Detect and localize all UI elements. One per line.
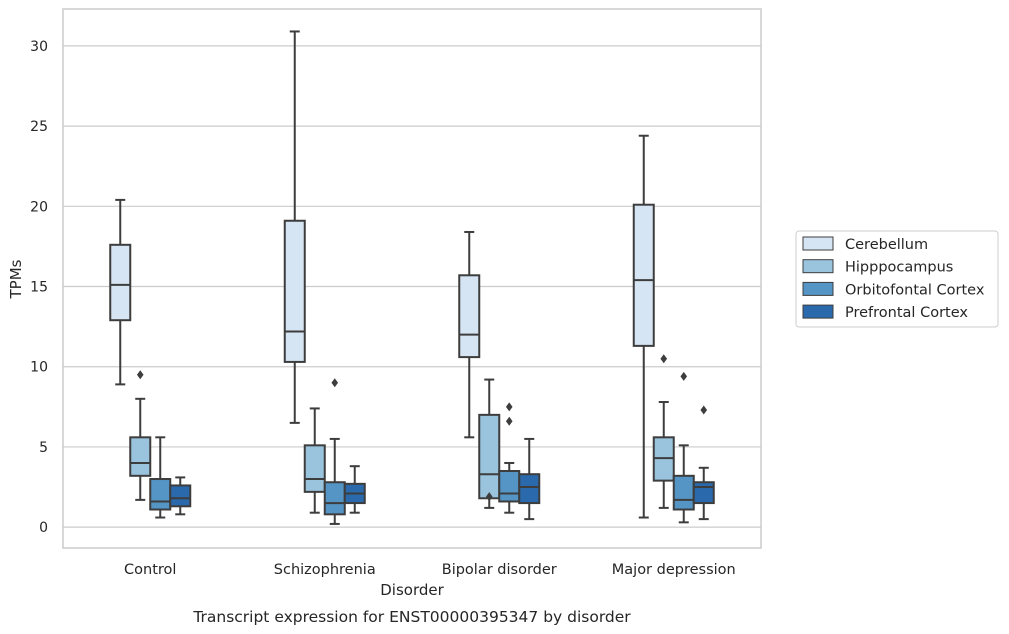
outlier-point bbox=[485, 492, 493, 502]
box-iqr bbox=[632, 203, 655, 347]
box-prefrontal-cortex bbox=[169, 476, 192, 516]
box-orbitofontal-cortex bbox=[323, 378, 346, 525]
legend-frame bbox=[795, 230, 999, 328]
outlier-point bbox=[660, 354, 668, 364]
box-iqr bbox=[498, 470, 521, 503]
x-tick-label: Major depression bbox=[612, 562, 736, 578]
x-tick-label: Schizophrenia bbox=[274, 562, 376, 578]
box-iqr bbox=[518, 473, 541, 505]
outlier-point bbox=[505, 416, 513, 426]
x-tick-label: Control bbox=[124, 562, 176, 578]
y-tick-label: 5 bbox=[39, 440, 48, 456]
box-iqr bbox=[109, 243, 132, 322]
box-iqr bbox=[149, 478, 172, 511]
box-orbitofontal-cortex bbox=[498, 402, 521, 514]
y-tick-label: 0 bbox=[39, 520, 48, 536]
box-iqr bbox=[692, 481, 715, 505]
y-tick-labels: 0 5 10 15 20 25 30 bbox=[30, 39, 48, 536]
outlier-point bbox=[331, 378, 339, 388]
box-iqr bbox=[169, 484, 192, 508]
box-hipppocampus bbox=[652, 354, 675, 509]
y-tick-label: 25 bbox=[30, 119, 48, 135]
outlier-point bbox=[680, 371, 688, 381]
x-tick-label: Bipolar disorder bbox=[442, 562, 557, 578]
legend-swatch bbox=[802, 259, 834, 274]
box-prefrontal-cortex bbox=[343, 465, 366, 514]
legend: Cerebellum Hipppocampus Orbitofontal Corte… bbox=[795, 230, 999, 328]
plot-frame bbox=[62, 8, 762, 549]
legend-label: Hipppocampus bbox=[845, 260, 953, 276]
legend-label: Cerebellum bbox=[845, 237, 928, 253]
box-hipppocampus bbox=[478, 378, 501, 509]
box-orbitofontal-cortex bbox=[149, 436, 172, 519]
legend-label: Prefrontal Cortex bbox=[845, 305, 968, 321]
y-tick-label: 20 bbox=[30, 199, 48, 215]
legend-swatch bbox=[802, 236, 834, 251]
box-hipppocampus bbox=[303, 407, 326, 514]
legend-label: Orbitofontal Cortex bbox=[845, 282, 985, 298]
legend-swatch bbox=[802, 304, 834, 319]
box-hipppocampus bbox=[129, 370, 152, 501]
box-prefrontal-cortex bbox=[692, 405, 715, 521]
box-iqr bbox=[478, 413, 501, 500]
x-tick-labels: Control Schizophrenia Bipolar disorder Majo… bbox=[124, 562, 736, 578]
box-cerebellum bbox=[109, 198, 132, 386]
y-gridlines bbox=[63, 45, 761, 528]
box-prefrontal-cortex bbox=[518, 437, 541, 521]
box-iqr bbox=[672, 474, 695, 511]
outlier-point bbox=[700, 405, 708, 415]
box-cerebellum bbox=[458, 230, 481, 439]
box-cerebellum bbox=[632, 134, 655, 519]
box-iqr bbox=[323, 481, 346, 516]
y-tick-label: 10 bbox=[30, 360, 48, 376]
box-plot-series bbox=[109, 30, 715, 525]
box-cerebellum bbox=[283, 30, 306, 424]
legend-swatch bbox=[802, 281, 834, 296]
box-iqr bbox=[303, 444, 326, 493]
box-iqr bbox=[458, 274, 481, 359]
outlier-point bbox=[505, 402, 513, 412]
outlier-point bbox=[136, 370, 144, 380]
y-axis-label: TPMs bbox=[7, 259, 25, 299]
box-iqr bbox=[129, 436, 152, 477]
x-axis-label: Disorder bbox=[380, 581, 444, 599]
box-orbitofontal-cortex bbox=[672, 371, 695, 524]
figure-caption: Transcript expression for ENST0000039534… bbox=[192, 608, 631, 626]
y-tick-label: 30 bbox=[30, 39, 48, 55]
y-tick-label: 15 bbox=[30, 280, 48, 296]
box-iqr bbox=[283, 219, 306, 363]
